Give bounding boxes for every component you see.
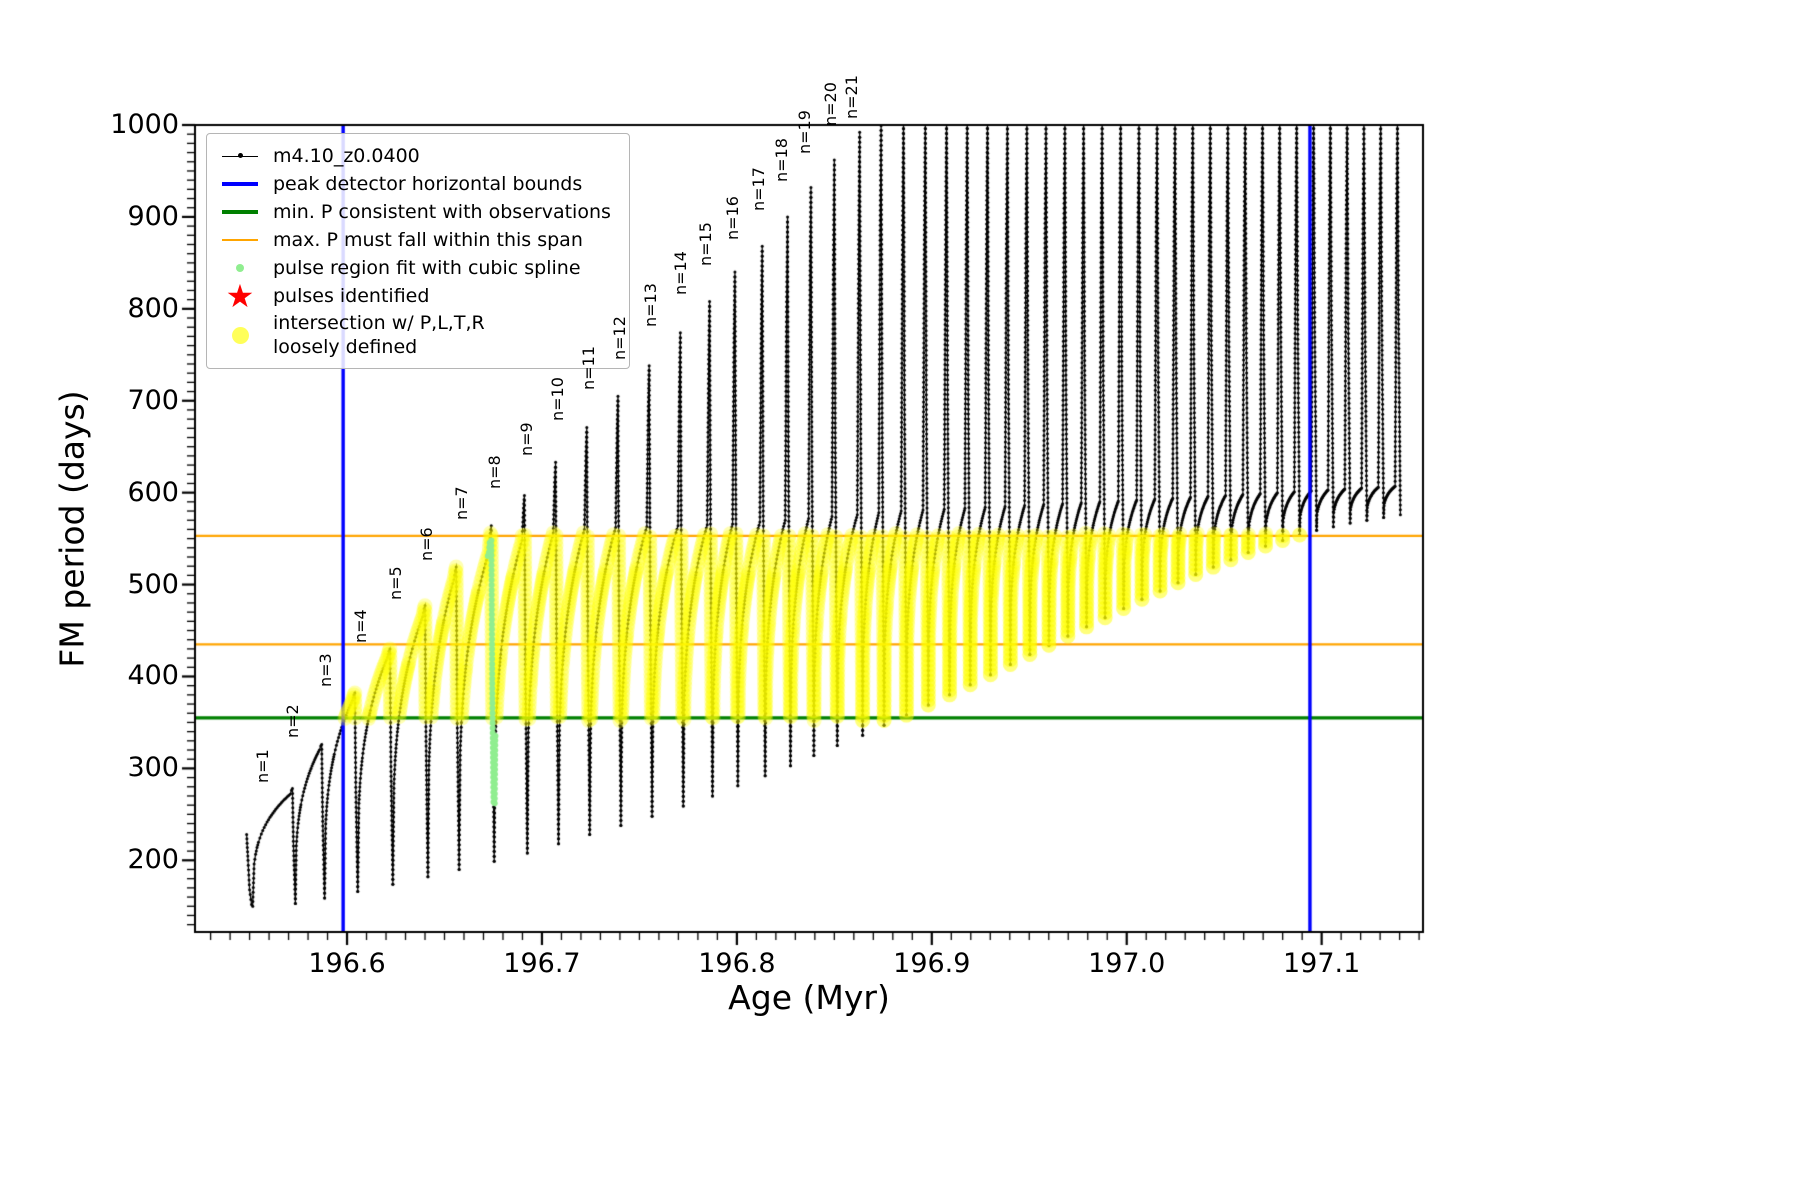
fm-period-chart-figure: { "figure": { "background": "#ffffff", "… [0, 0, 1800, 1200]
chart-canvas [0, 0, 1800, 1200]
